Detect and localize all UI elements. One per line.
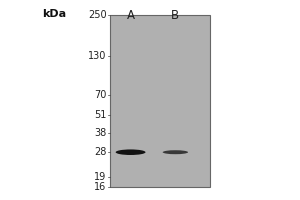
Text: 16: 16 [94,182,107,192]
Text: 130: 130 [88,51,107,61]
Ellipse shape [116,149,146,155]
Text: 51: 51 [94,110,107,120]
Text: 250: 250 [88,10,107,20]
Text: 38: 38 [94,128,107,138]
Text: B: B [171,9,179,22]
Bar [110,15,210,187]
Ellipse shape [163,150,188,154]
Text: 19: 19 [94,172,107,182]
Text: kDa: kDa [42,9,66,19]
Text: A: A [127,9,135,22]
Text: 28: 28 [94,147,107,157]
Text: 70: 70 [94,90,107,100]
